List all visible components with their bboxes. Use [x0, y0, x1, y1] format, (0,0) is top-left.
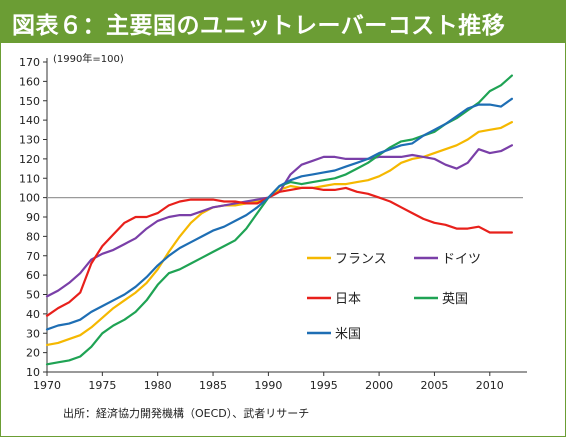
y-tick-label: 50 [26, 289, 40, 302]
y-tick-label: 140 [19, 114, 40, 127]
y-tick-label: 160 [19, 75, 40, 88]
legend-item: 米国 [307, 327, 361, 342]
legend-label: 英国 [442, 292, 468, 307]
x-tick-label: 1980 [144, 379, 172, 392]
y-tick-label: 80 [26, 230, 40, 243]
y-tick-label: 170 [19, 56, 40, 69]
legend-label: ドイツ [442, 252, 481, 267]
y-tick-label: 70 [26, 250, 40, 263]
legend-item: フランス [307, 252, 387, 267]
y-tick-label: 10 [26, 366, 40, 379]
title-bar: 図表６：主要国のユニットレーバーコスト推移 [1, 1, 565, 43]
y-tick-label: 90 [26, 211, 40, 224]
y-tick-label: 40 [26, 308, 40, 321]
x-tick-label: 1970 [33, 379, 61, 392]
y-tick-label: 110 [19, 172, 40, 185]
chart-title: 図表６：主要国のユニットレーバーコスト推移 [12, 13, 506, 39]
series-line [45, 74, 513, 366]
x-tick-label: 1975 [88, 379, 116, 392]
y-tick-label: 100 [19, 192, 40, 205]
x-tick-label: 2005 [420, 379, 448, 392]
y-tick-label: 60 [26, 269, 40, 282]
y-tick-label: 120 [19, 153, 40, 166]
x-tick-label: 2010 [476, 379, 504, 392]
legend-item: 英国 [414, 292, 468, 307]
legend-item: 日本 [307, 292, 361, 307]
x-tick-label: 2000 [365, 379, 393, 392]
x-tick-label: 1990 [254, 379, 282, 392]
y-tick-label: 150 [19, 95, 40, 108]
legend-item: ドイツ [414, 252, 481, 267]
series-line [45, 97, 513, 331]
series-line [45, 144, 513, 298]
x-tick-label: 1985 [199, 379, 227, 392]
plot-area: 10 20 30 40 50 60 70 80 90 100 110 120 130 140 150 160 1… [19, 52, 527, 392]
y-tick-label: 20 [26, 347, 40, 360]
series-line [45, 120, 513, 346]
series-line [45, 186, 513, 317]
y-tick-label: 30 [26, 327, 40, 340]
unit-label: (1990年=100) [53, 52, 124, 65]
legend-label: 日本 [335, 292, 361, 307]
y-tick-label: 130 [19, 134, 40, 147]
source-note: 出所：経済協力開発機構（OECD）、武者リサーチ [63, 407, 310, 420]
legend-label: フランス [335, 252, 387, 267]
x-tick-label: 1995 [310, 379, 338, 392]
legend-label: 米国 [335, 327, 361, 342]
